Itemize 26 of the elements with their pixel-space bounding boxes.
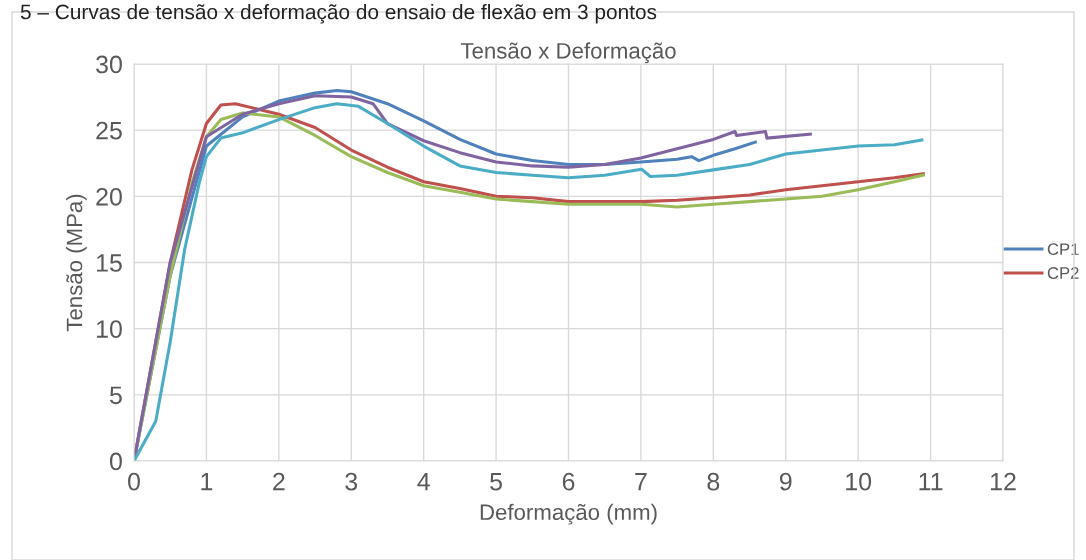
y-tick-label: 20: [96, 187, 122, 206]
x-tick-label: 2: [273, 472, 285, 491]
y-axis-title: Tensão (MPa): [66, 194, 87, 332]
x-tick-label: 4: [417, 473, 430, 491]
x-axis-title: Deformação (mm): [480, 503, 657, 525]
x-tick-label: 10: [846, 472, 872, 491]
y-tick-label: 25: [96, 121, 122, 140]
x-tick-label: 7: [635, 473, 647, 491]
text: 5 – Curvas de tensão x deformação do ensaio de flexão em 3 pontos: [20, 4, 657, 24]
x-tick-label: 3: [345, 472, 358, 491]
y-tick-label: 30: [96, 55, 122, 74]
y-tick-label: 5: [109, 386, 122, 405]
x-tick-label: 11: [919, 473, 943, 491]
legend-label: CP1: [1047, 243, 1079, 256]
x-tick-label: 1: [201, 473, 213, 491]
x-tick-label: 5: [490, 473, 502, 491]
y-tick-label: 10: [96, 320, 122, 338]
chart-title: Tensão x Deformação: [460, 42, 676, 64]
y-tick-label: 15: [96, 254, 122, 272]
x-tick-label: 0: [128, 472, 140, 491]
y-tick-label: 0: [109, 452, 122, 471]
x-tick-label: 9: [779, 472, 792, 491]
x-tick-label: 12: [991, 472, 1016, 491]
legend-label: CP2: [1047, 267, 1079, 279]
x-tick-label: 6: [562, 472, 575, 491]
x-tick-label: 8: [707, 472, 720, 491]
